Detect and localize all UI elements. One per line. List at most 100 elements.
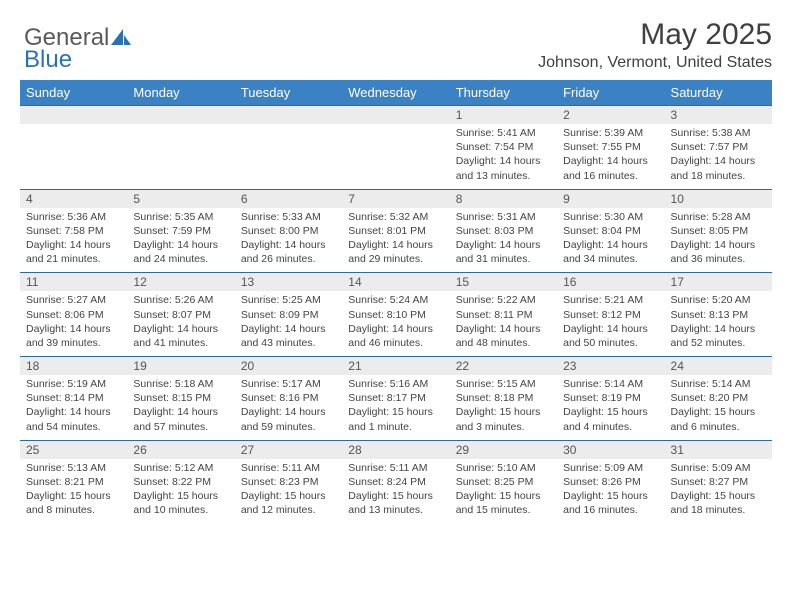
day-number-cell bbox=[20, 106, 127, 125]
daylight-line-1: Daylight: 15 hours bbox=[671, 405, 766, 419]
sunrise-line: Sunrise: 5:24 AM bbox=[348, 293, 443, 307]
daylight-line-2: and 59 minutes. bbox=[241, 420, 336, 434]
day-number-cell: 24 bbox=[665, 357, 772, 376]
weekday-row: Sunday Monday Tuesday Wednesday Thursday… bbox=[20, 80, 772, 106]
sunset-line: Sunset: 8:00 PM bbox=[241, 224, 336, 238]
day-data-cell: Sunrise: 5:11 AMSunset: 8:24 PMDaylight:… bbox=[342, 459, 449, 524]
sunset-line: Sunset: 8:19 PM bbox=[563, 391, 658, 405]
day-data-cell: Sunrise: 5:21 AMSunset: 8:12 PMDaylight:… bbox=[557, 291, 664, 356]
sunset-line: Sunset: 8:16 PM bbox=[241, 391, 336, 405]
sunrise-line: Sunrise: 5:20 AM bbox=[671, 293, 766, 307]
day-data-cell bbox=[127, 124, 234, 189]
sunset-line: Sunset: 7:57 PM bbox=[671, 140, 766, 154]
sunrise-line: Sunrise: 5:13 AM bbox=[26, 461, 121, 475]
sunrise-line: Sunrise: 5:14 AM bbox=[563, 377, 658, 391]
daylight-line-1: Daylight: 14 hours bbox=[133, 322, 228, 336]
calendar-body: 1 23 Sunrise: 5:41 AMSunset: 7:54 PMDaylig… bbox=[20, 106, 772, 524]
day-data-cell: Sunrise: 5:27 AMSunset: 8:06 PMDaylight:… bbox=[20, 291, 127, 356]
daylight-line-1: Daylight: 14 hours bbox=[241, 322, 336, 336]
sunset-line: Sunset: 8:25 PM bbox=[456, 475, 551, 489]
brand-part2: Blue bbox=[24, 46, 72, 73]
daylight-line-1: Daylight: 14 hours bbox=[133, 405, 228, 419]
daylight-line-2: and 50 minutes. bbox=[563, 336, 658, 350]
sunrise-line: Sunrise: 5:36 AM bbox=[26, 210, 121, 224]
daylight-line-1: Daylight: 14 hours bbox=[563, 322, 658, 336]
daylight-line-1: Daylight: 14 hours bbox=[241, 238, 336, 252]
sunset-line: Sunset: 8:17 PM bbox=[348, 391, 443, 405]
calendar-table: Sunday Monday Tuesday Wednesday Thursday… bbox=[20, 80, 772, 523]
day-data-cell: Sunrise: 5:38 AMSunset: 7:57 PMDaylight:… bbox=[665, 124, 772, 189]
sunset-line: Sunset: 8:15 PM bbox=[133, 391, 228, 405]
sunset-line: Sunset: 8:27 PM bbox=[671, 475, 766, 489]
day-number-cell: 22 bbox=[450, 357, 557, 376]
daylight-line-2: and 24 minutes. bbox=[133, 252, 228, 266]
sunrise-line: Sunrise: 5:38 AM bbox=[671, 126, 766, 140]
day-number-cell: 17 bbox=[665, 273, 772, 292]
daylight-line-1: Daylight: 15 hours bbox=[348, 489, 443, 503]
day-data-cell: Sunrise: 5:39 AMSunset: 7:55 PMDaylight:… bbox=[557, 124, 664, 189]
daylight-line-1: Daylight: 14 hours bbox=[671, 322, 766, 336]
day-number-cell bbox=[235, 106, 342, 125]
sunset-line: Sunset: 8:10 PM bbox=[348, 308, 443, 322]
sunrise-line: Sunrise: 5:41 AM bbox=[456, 126, 551, 140]
sunset-line: Sunset: 8:24 PM bbox=[348, 475, 443, 489]
day-data-cell: Sunrise: 5:24 AMSunset: 8:10 PMDaylight:… bbox=[342, 291, 449, 356]
day-data-cell: Sunrise: 5:12 AMSunset: 8:22 PMDaylight:… bbox=[127, 459, 234, 524]
daylight-line-2: and 1 minute. bbox=[348, 420, 443, 434]
daylight-line-1: Daylight: 14 hours bbox=[26, 405, 121, 419]
daylight-line-1: Daylight: 14 hours bbox=[26, 322, 121, 336]
sunrise-line: Sunrise: 5:27 AM bbox=[26, 293, 121, 307]
day-number-cell: 3 bbox=[665, 106, 772, 125]
sunrise-line: Sunrise: 5:10 AM bbox=[456, 461, 551, 475]
day-number-cell: 16 bbox=[557, 273, 664, 292]
day-number-cell: 13 bbox=[235, 273, 342, 292]
weekday-header: Sunday bbox=[20, 80, 127, 106]
sunset-line: Sunset: 8:22 PM bbox=[133, 475, 228, 489]
sunrise-line: Sunrise: 5:31 AM bbox=[456, 210, 551, 224]
sunrise-line: Sunrise: 5:33 AM bbox=[241, 210, 336, 224]
sunset-line: Sunset: 8:01 PM bbox=[348, 224, 443, 238]
sunrise-line: Sunrise: 5:11 AM bbox=[241, 461, 336, 475]
day-number-cell: 1 bbox=[450, 106, 557, 125]
day-data-cell: Sunrise: 5:13 AMSunset: 8:21 PMDaylight:… bbox=[20, 459, 127, 524]
sunset-line: Sunset: 8:14 PM bbox=[26, 391, 121, 405]
sunset-line: Sunset: 8:20 PM bbox=[671, 391, 766, 405]
calendar-head: Sunday Monday Tuesday Wednesday Thursday… bbox=[20, 80, 772, 106]
daylight-line-2: and 13 minutes. bbox=[348, 503, 443, 517]
day-data-cell: Sunrise: 5:14 AMSunset: 8:20 PMDaylight:… bbox=[665, 375, 772, 440]
day-number-cell: 25 bbox=[20, 440, 127, 459]
sunset-line: Sunset: 8:13 PM bbox=[671, 308, 766, 322]
day-data-cell: Sunrise: 5:09 AMSunset: 8:26 PMDaylight:… bbox=[557, 459, 664, 524]
day-number-cell: 23 bbox=[557, 357, 664, 376]
day-number-cell: 26 bbox=[127, 440, 234, 459]
daylight-line-1: Daylight: 14 hours bbox=[348, 322, 443, 336]
daylight-line-2: and 18 minutes. bbox=[671, 169, 766, 183]
daylight-line-2: and 6 minutes. bbox=[671, 420, 766, 434]
daylight-line-2: and 52 minutes. bbox=[671, 336, 766, 350]
daylight-line-1: Daylight: 15 hours bbox=[456, 489, 551, 503]
sunrise-line: Sunrise: 5:26 AM bbox=[133, 293, 228, 307]
day-number-cell bbox=[342, 106, 449, 125]
daylight-line-2: and 54 minutes. bbox=[26, 420, 121, 434]
daylight-line-2: and 46 minutes. bbox=[348, 336, 443, 350]
sunset-line: Sunset: 8:26 PM bbox=[563, 475, 658, 489]
daylight-line-2: and 8 minutes. bbox=[26, 503, 121, 517]
sunrise-line: Sunrise: 5:16 AM bbox=[348, 377, 443, 391]
day-number-cell: 18 bbox=[20, 357, 127, 376]
date-data-row: Sunrise: 5:19 AMSunset: 8:14 PMDaylight:… bbox=[20, 375, 772, 440]
weekday-header: Wednesday bbox=[342, 80, 449, 106]
daylight-line-2: and 36 minutes. bbox=[671, 252, 766, 266]
sunrise-line: Sunrise: 5:22 AM bbox=[456, 293, 551, 307]
date-data-row: Sunrise: 5:41 AMSunset: 7:54 PMDaylight:… bbox=[20, 124, 772, 189]
day-number-cell: 5 bbox=[127, 189, 234, 208]
sunset-line: Sunset: 8:07 PM bbox=[133, 308, 228, 322]
day-number-cell: 8 bbox=[450, 189, 557, 208]
sunset-line: Sunset: 8:23 PM bbox=[241, 475, 336, 489]
sunset-line: Sunset: 8:03 PM bbox=[456, 224, 551, 238]
sunset-line: Sunset: 8:05 PM bbox=[671, 224, 766, 238]
day-number-cell: 19 bbox=[127, 357, 234, 376]
weekday-header: Thursday bbox=[450, 80, 557, 106]
sunset-line: Sunset: 8:21 PM bbox=[26, 475, 121, 489]
day-data-cell: Sunrise: 5:17 AMSunset: 8:16 PMDaylight:… bbox=[235, 375, 342, 440]
sunset-line: Sunset: 8:06 PM bbox=[26, 308, 121, 322]
